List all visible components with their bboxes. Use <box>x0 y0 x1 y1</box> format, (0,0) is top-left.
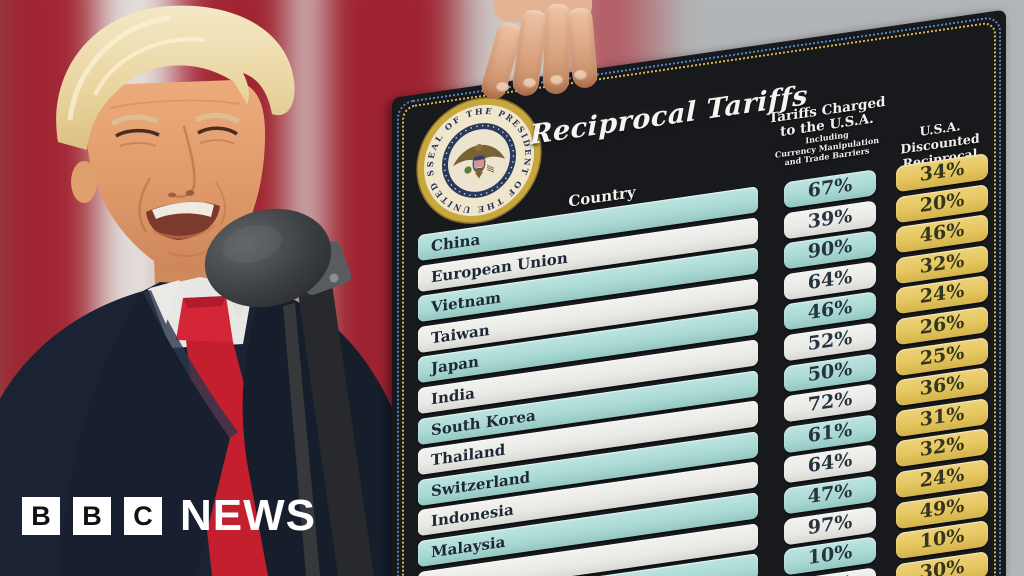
eye <box>115 128 160 138</box>
microphone-icon <box>204 208 332 308</box>
presidential-seal: SEAL OF THE PRESIDENT OF THE UNITED STAT… <box>416 97 542 224</box>
seal-eagle <box>453 144 505 179</box>
bbc-logo-block: B <box>73 497 111 535</box>
fingernail <box>550 75 563 85</box>
fingernail <box>574 70 587 80</box>
eye <box>197 126 239 136</box>
eyebrow <box>110 114 158 127</box>
bbc-news-logo: B B C NEWS <box>22 491 316 541</box>
teeth <box>152 201 214 219</box>
bbc-news-wordmark: NEWS <box>180 491 316 540</box>
ear <box>71 161 97 203</box>
fingernail <box>496 82 509 92</box>
bbc-logo-block: B <box>22 497 60 535</box>
eyebrow <box>194 112 241 125</box>
bbc-logo-block: C <box>124 497 162 535</box>
mic-stand <box>298 284 374 576</box>
speaker-figure <box>0 5 412 576</box>
nose <box>173 125 196 198</box>
fingernail <box>523 78 536 88</box>
bbc-letter: C <box>133 500 153 531</box>
reciprocal-tariffs-board: SEAL OF THE PRESIDENT OF THE UNITED STAT… <box>392 9 1006 576</box>
mic-rod <box>283 303 320 576</box>
bbc-letter: B <box>31 500 51 531</box>
bbc-letter: B <box>82 500 102 531</box>
